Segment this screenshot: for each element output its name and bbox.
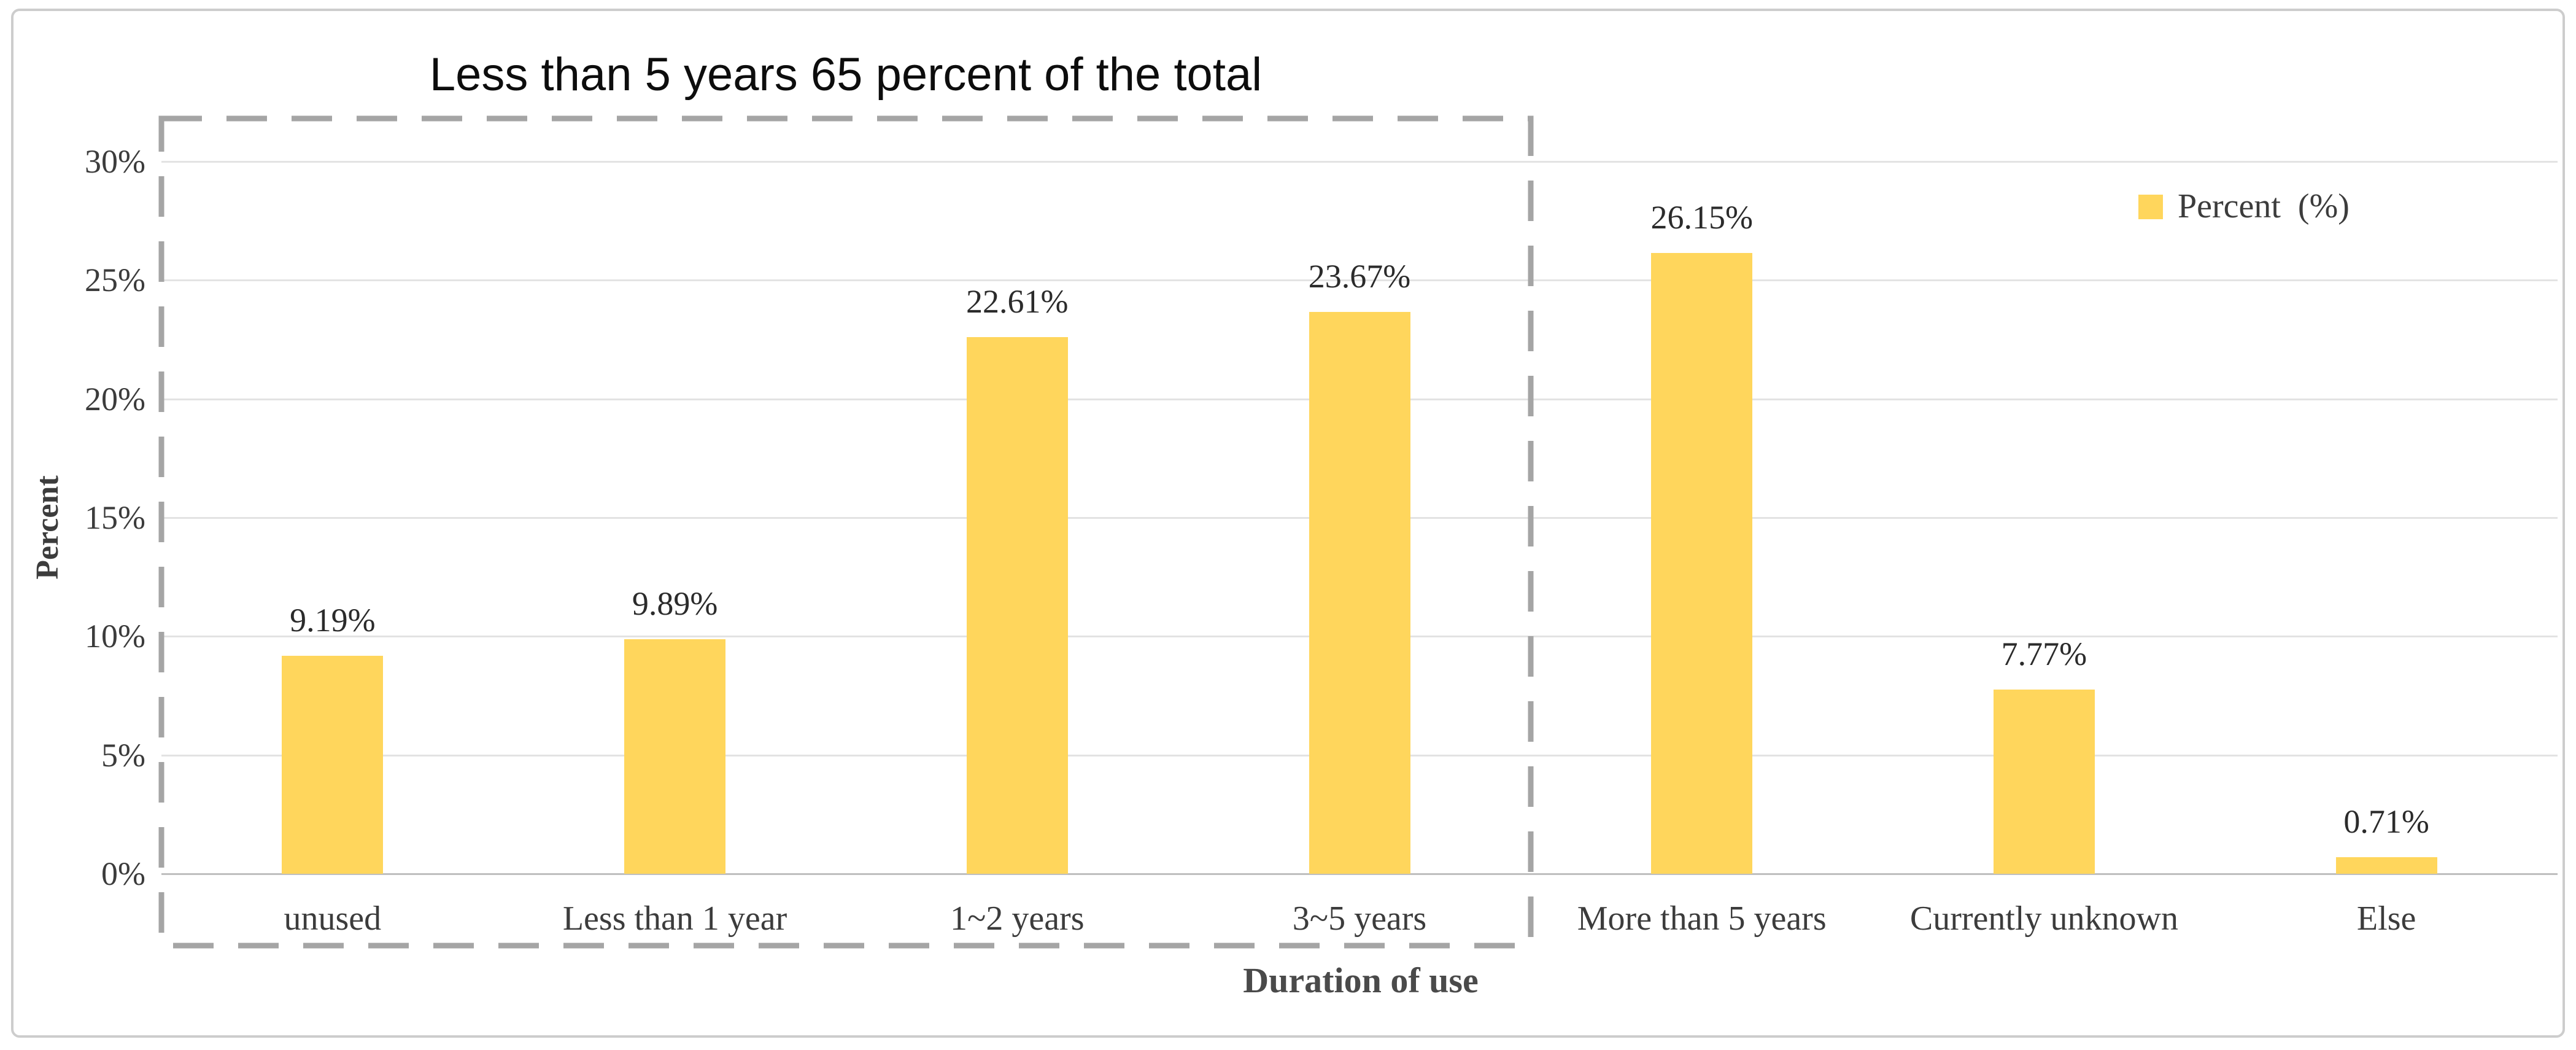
- bar-value-label: 9.19%: [290, 601, 376, 639]
- y-tick-label: 15%: [85, 499, 145, 536]
- chart-frame: [11, 9, 2565, 1038]
- category-label: Currently unknown: [1909, 900, 2178, 938]
- x-axis-title: Duration of use: [1243, 960, 1479, 1000]
- y-tick-label: 30%: [85, 143, 145, 180]
- y-tick-label: 25%: [85, 262, 145, 299]
- category-label: unused: [284, 900, 382, 938]
- bar: [1993, 689, 2095, 874]
- category-label: 3~5 years: [1292, 900, 1427, 938]
- bar: [1309, 311, 1410, 874]
- bar: [624, 639, 726, 874]
- bar-value-label: 26.15%: [1650, 198, 1753, 236]
- category-label: Else: [2356, 900, 2416, 938]
- y-tick-label: 20%: [85, 380, 145, 418]
- bar: [966, 336, 1068, 874]
- category-label: Less than 1 year: [562, 900, 787, 938]
- category-label: More than 5 years: [1577, 900, 1827, 938]
- y-tick-label: 5%: [101, 736, 145, 774]
- gridline: [161, 161, 2558, 163]
- bar: [2335, 857, 2437, 874]
- bar-value-label: 22.61%: [966, 282, 1069, 320]
- bar: [1651, 252, 1753, 874]
- bar-value-label: 23.67%: [1308, 257, 1411, 295]
- legend-swatch-icon: [2138, 195, 2163, 219]
- legend-label: Percent (%): [2178, 187, 2350, 225]
- bar: [282, 655, 384, 874]
- bar-value-label: 7.77%: [2001, 635, 2087, 672]
- bar-value-label: 9.89%: [632, 585, 718, 622]
- y-tick-label: 10%: [85, 618, 145, 655]
- chart-title: Less than 5 years 65 percent of the tota…: [429, 49, 1263, 101]
- y-tick-label: 0%: [101, 855, 145, 892]
- category-label: 1~2 years: [950, 900, 1085, 938]
- bar-value-label: 0.71%: [2343, 803, 2429, 840]
